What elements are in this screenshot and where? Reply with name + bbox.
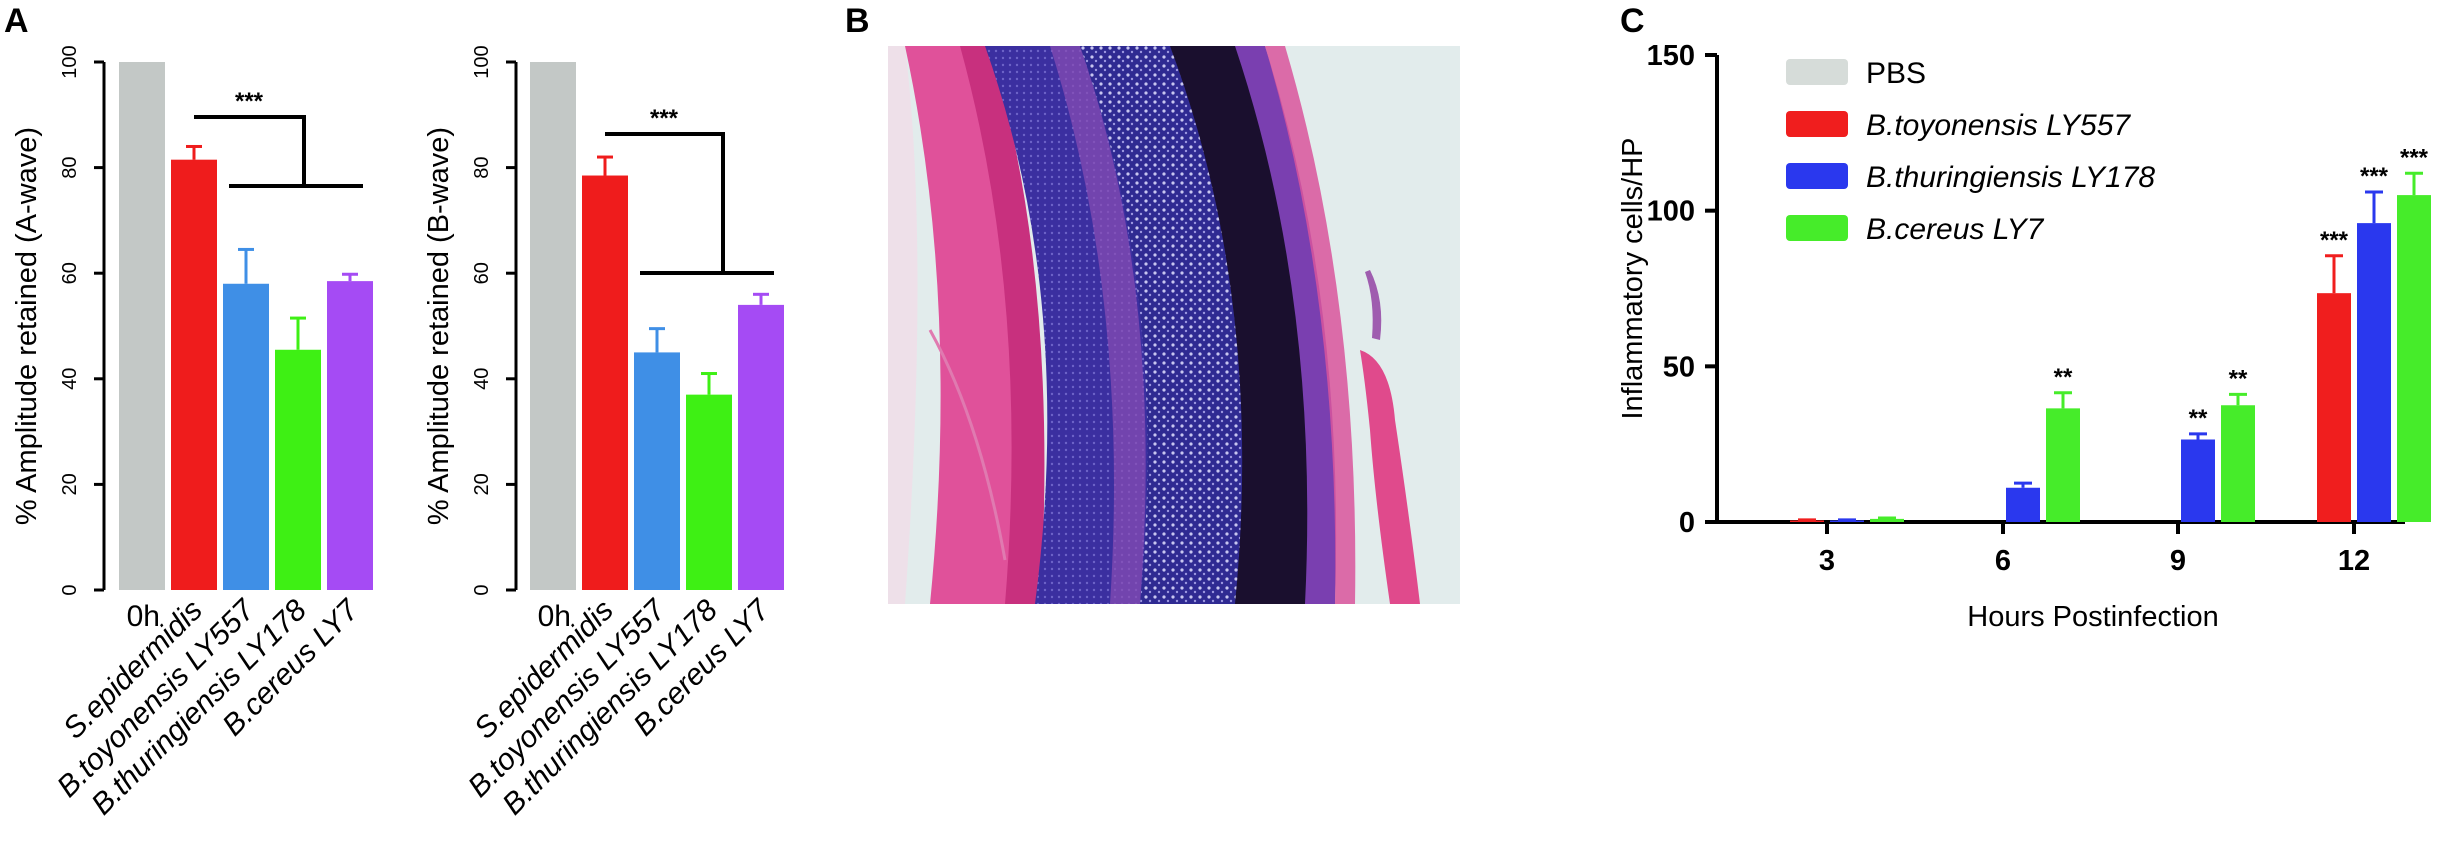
bar [2221,405,2255,522]
legend-swatch [1786,215,1848,241]
bar [634,352,680,590]
x-tick-label: 12 [2338,545,2370,577]
y-tick-label: 100 [471,45,493,78]
chart-b-wave: 0 20 40 60 80 100 % Amplitude retained (B-wave… [423,45,784,821]
bar [327,281,373,590]
y-tick-label: 80 [59,156,81,178]
y-tick-label: 0 [59,584,81,595]
bar [2397,195,2431,522]
x-tick-label: 9 [2170,545,2186,577]
bar [738,304,784,590]
legend-swatch [1786,163,1848,189]
x-tick-label: 3 [1819,545,1835,577]
panel-label-b: B [845,2,870,40]
y-tick-label: 20 [471,473,493,495]
retina-histology-image [888,46,1460,604]
legend-label: B.toyonensis LY557 [1866,109,2131,142]
category-label: B.thuringiensis LY178 [85,593,313,821]
bar [582,175,628,590]
significance-label: ** [2189,405,2208,432]
bar [1870,518,1904,522]
significance-label: *** [2320,227,2349,254]
y-tick-label: 40 [59,368,81,390]
y-tick-label: 150 [1647,40,1695,72]
y-tick-label: 80 [471,156,493,178]
bar [530,62,576,590]
significance-label: ** [2054,364,2073,391]
category-label: 0h [127,600,160,633]
significance-bracket [194,115,306,186]
bar [2317,293,2351,522]
legend-label: PBS [1866,57,1926,90]
y-tick-label: 40 [471,368,493,390]
bar [119,62,165,590]
chart-inflammatory: 0 50 100 150 Inflammatory cells/HP Hours Post… [1617,40,2431,633]
y-tick-label: 60 [471,262,493,284]
significance-label: *** [2360,163,2389,190]
significance-label: ** [2229,365,2248,392]
bar [2357,223,2391,522]
panel-label-a: A [4,2,29,40]
panel-label-c: C [1620,2,1645,40]
legend-label: B.cereus LY7 [1866,213,2045,246]
bar [275,349,321,590]
y-tick-label: 0 [1679,507,1695,539]
bar [686,394,732,590]
bar [171,159,217,590]
y-axis-title: % Amplitude retained (B-wave) [423,127,455,525]
bar [2006,487,2040,522]
significance-label: *** [235,88,264,115]
significance-bracket [605,132,725,273]
y-tick-label: 50 [1663,351,1695,383]
y-tick-label: 100 [1647,196,1695,228]
bar [223,283,269,590]
legend-swatch [1786,59,1848,85]
legend-label: B.thuringiensis LY178 [1866,161,2155,194]
y-axis-title: Inflammatory cells/HP [1617,137,1649,419]
y-axis-title: % Amplitude retained (A-wave) [11,127,43,525]
category-label: 0h [538,600,571,633]
bar [2181,439,2215,522]
y-tick-label: 20 [59,473,81,495]
x-tick-label: 6 [1995,545,2011,577]
significance-label: *** [2400,144,2429,171]
y-tick-label: 100 [59,45,81,78]
legend-swatch [1786,111,1848,137]
significance-label: *** [650,105,679,132]
x-axis-title: Hours Postinfection [1967,601,2218,633]
y-tick-label: 0 [471,584,493,595]
category-label: B.thuringiensis LY178 [496,593,724,821]
y-tick-label: 60 [59,262,81,284]
chart-a-wave: 0 20 40 60 80 100 % Amplitude retained (A-wave… [11,45,373,821]
bar [2046,408,2080,522]
